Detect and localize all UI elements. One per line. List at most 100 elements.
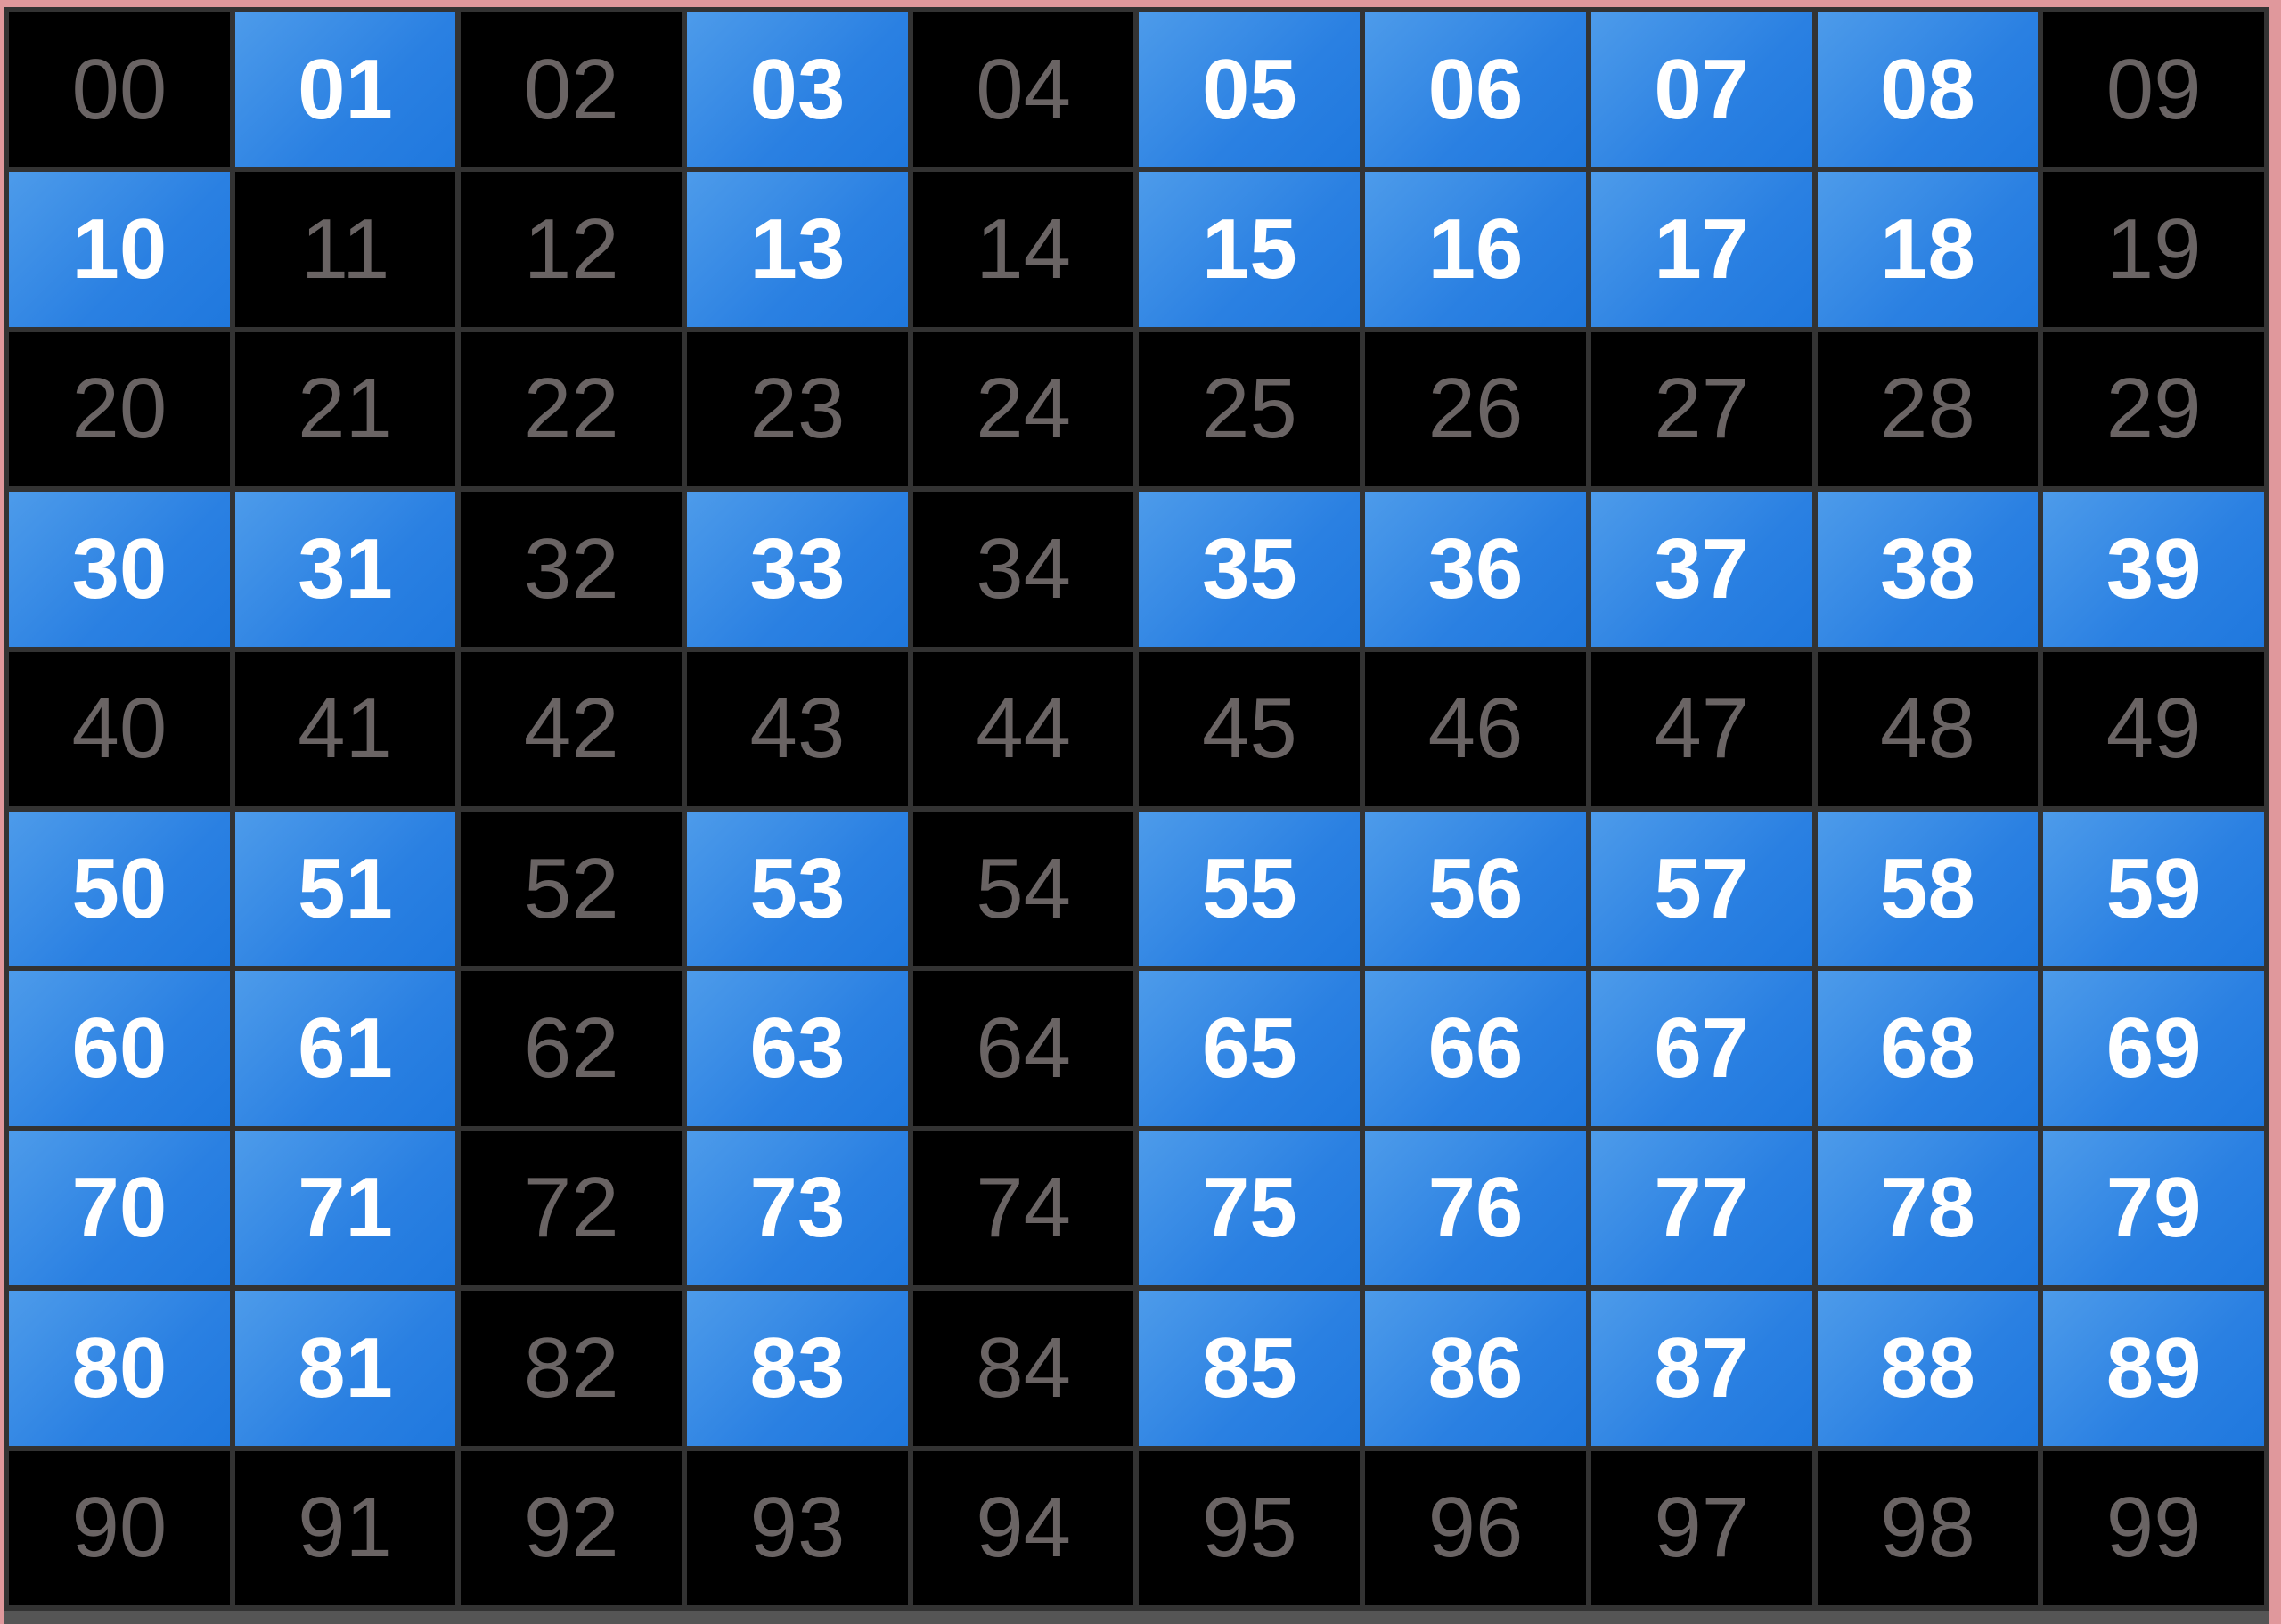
grid-cell-01[interactable]: 01 xyxy=(234,12,456,167)
grid-cell-94[interactable]: 94 xyxy=(912,1450,1134,1605)
grid-cell-26[interactable]: 26 xyxy=(1365,331,1586,487)
grid-cell-61[interactable]: 61 xyxy=(234,971,456,1126)
grid-cell-39[interactable]: 39 xyxy=(2043,492,2264,647)
grid-cell-47[interactable]: 47 xyxy=(1590,651,1812,806)
grid-cell-11[interactable]: 11 xyxy=(234,172,456,327)
grid-cell-17[interactable]: 17 xyxy=(1590,172,1812,327)
grid-cell-44[interactable]: 44 xyxy=(912,651,1134,806)
grid-cell-19[interactable]: 19 xyxy=(2043,172,2264,327)
grid-cell-65[interactable]: 65 xyxy=(1139,971,1361,1126)
grid-cell-81[interactable]: 81 xyxy=(234,1291,456,1446)
grid-cell-71[interactable]: 71 xyxy=(234,1130,456,1286)
grid-cell-91[interactable]: 91 xyxy=(234,1450,456,1605)
grid-cell-34[interactable]: 34 xyxy=(912,492,1134,647)
grid-cell-90[interactable]: 90 xyxy=(9,1450,230,1605)
grid-cell-37[interactable]: 37 xyxy=(1590,492,1812,647)
grid-cell-49[interactable]: 49 xyxy=(2043,651,2264,806)
grid-cell-28[interactable]: 28 xyxy=(1817,331,2039,487)
grid-cell-54[interactable]: 54 xyxy=(912,811,1134,967)
grid-cell-86[interactable]: 86 xyxy=(1365,1291,1586,1446)
grid-cell-62[interactable]: 62 xyxy=(461,971,683,1126)
grid-cell-09[interactable]: 09 xyxy=(2043,12,2264,167)
grid-cell-25[interactable]: 25 xyxy=(1139,331,1361,487)
grid-cell-00[interactable]: 00 xyxy=(9,12,230,167)
grid-cell-92[interactable]: 92 xyxy=(461,1450,683,1605)
grid-cell-52[interactable]: 52 xyxy=(461,811,683,967)
grid-cell-35[interactable]: 35 xyxy=(1139,492,1361,647)
grid-cell-42[interactable]: 42 xyxy=(461,651,683,806)
grid-cell-57[interactable]: 57 xyxy=(1590,811,1812,967)
grid-cell-07[interactable]: 07 xyxy=(1590,12,1812,167)
grid-cell-15[interactable]: 15 xyxy=(1139,172,1361,327)
grid-cell-64[interactable]: 64 xyxy=(912,971,1134,1126)
grid-cell-18[interactable]: 18 xyxy=(1817,172,2039,327)
grid-cell-69[interactable]: 69 xyxy=(2043,971,2264,1126)
grid-cell-50[interactable]: 50 xyxy=(9,811,230,967)
grid-cell-16[interactable]: 16 xyxy=(1365,172,1586,327)
grid-cell-27[interactable]: 27 xyxy=(1590,331,1812,487)
grid-cell-51[interactable]: 51 xyxy=(234,811,456,967)
grid-cell-97[interactable]: 97 xyxy=(1590,1450,1812,1605)
grid-cell-96[interactable]: 96 xyxy=(1365,1450,1586,1605)
grid-cell-22[interactable]: 22 xyxy=(461,331,683,487)
grid-cell-60[interactable]: 60 xyxy=(9,971,230,1126)
grid-cell-77[interactable]: 77 xyxy=(1590,1130,1812,1286)
grid-cell-33[interactable]: 33 xyxy=(687,492,908,647)
grid-cell-93[interactable]: 93 xyxy=(687,1450,908,1605)
grid-cell-58[interactable]: 58 xyxy=(1817,811,2039,967)
grid-cell-31[interactable]: 31 xyxy=(234,492,456,647)
grid-cell-67[interactable]: 67 xyxy=(1590,971,1812,1126)
grid-cell-72[interactable]: 72 xyxy=(461,1130,683,1286)
grid-cell-70[interactable]: 70 xyxy=(9,1130,230,1286)
grid-cell-79[interactable]: 79 xyxy=(2043,1130,2264,1286)
grid-cell-98[interactable]: 98 xyxy=(1817,1450,2039,1605)
grid-cell-20[interactable]: 20 xyxy=(9,331,230,487)
grid-cell-75[interactable]: 75 xyxy=(1139,1130,1361,1286)
grid-cell-68[interactable]: 68 xyxy=(1817,971,2039,1126)
grid-cell-36[interactable]: 36 xyxy=(1365,492,1586,647)
grid-cell-02[interactable]: 02 xyxy=(461,12,683,167)
grid-cell-63[interactable]: 63 xyxy=(687,971,908,1126)
grid-cell-13[interactable]: 13 xyxy=(687,172,908,327)
grid-cell-84[interactable]: 84 xyxy=(912,1291,1134,1446)
grid-cell-43[interactable]: 43 xyxy=(687,651,908,806)
grid-cell-89[interactable]: 89 xyxy=(2043,1291,2264,1446)
grid-cell-73[interactable]: 73 xyxy=(687,1130,908,1286)
grid-cell-29[interactable]: 29 xyxy=(2043,331,2264,487)
grid-cell-21[interactable]: 21 xyxy=(234,331,456,487)
grid-cell-06[interactable]: 06 xyxy=(1365,12,1586,167)
grid-cell-30[interactable]: 30 xyxy=(9,492,230,647)
grid-cell-95[interactable]: 95 xyxy=(1139,1450,1361,1605)
grid-cell-46[interactable]: 46 xyxy=(1365,651,1586,806)
grid-cell-04[interactable]: 04 xyxy=(912,12,1134,167)
grid-cell-88[interactable]: 88 xyxy=(1817,1291,2039,1446)
grid-cell-83[interactable]: 83 xyxy=(687,1291,908,1446)
grid-cell-55[interactable]: 55 xyxy=(1139,811,1361,967)
grid-cell-56[interactable]: 56 xyxy=(1365,811,1586,967)
grid-cell-82[interactable]: 82 xyxy=(461,1291,683,1446)
grid-cell-12[interactable]: 12 xyxy=(461,172,683,327)
grid-cell-05[interactable]: 05 xyxy=(1139,12,1361,167)
grid-cell-45[interactable]: 45 xyxy=(1139,651,1361,806)
grid-cell-78[interactable]: 78 xyxy=(1817,1130,2039,1286)
grid-cell-08[interactable]: 08 xyxy=(1817,12,2039,167)
grid-cell-23[interactable]: 23 xyxy=(687,331,908,487)
grid-cell-59[interactable]: 59 xyxy=(2043,811,2264,967)
grid-cell-03[interactable]: 03 xyxy=(687,12,908,167)
grid-cell-74[interactable]: 74 xyxy=(912,1130,1134,1286)
grid-cell-53[interactable]: 53 xyxy=(687,811,908,967)
grid-cell-41[interactable]: 41 xyxy=(234,651,456,806)
grid-cell-32[interactable]: 32 xyxy=(461,492,683,647)
grid-cell-48[interactable]: 48 xyxy=(1817,651,2039,806)
grid-cell-40[interactable]: 40 xyxy=(9,651,230,806)
grid-cell-14[interactable]: 14 xyxy=(912,172,1134,327)
grid-cell-24[interactable]: 24 xyxy=(912,331,1134,487)
grid-cell-66[interactable]: 66 xyxy=(1365,971,1586,1126)
grid-cell-80[interactable]: 80 xyxy=(9,1291,230,1446)
grid-cell-38[interactable]: 38 xyxy=(1817,492,2039,647)
grid-cell-99[interactable]: 99 xyxy=(2043,1450,2264,1605)
grid-cell-85[interactable]: 85 xyxy=(1139,1291,1361,1446)
grid-cell-87[interactable]: 87 xyxy=(1590,1291,1812,1446)
grid-cell-76[interactable]: 76 xyxy=(1365,1130,1586,1286)
grid-cell-10[interactable]: 10 xyxy=(9,172,230,327)
